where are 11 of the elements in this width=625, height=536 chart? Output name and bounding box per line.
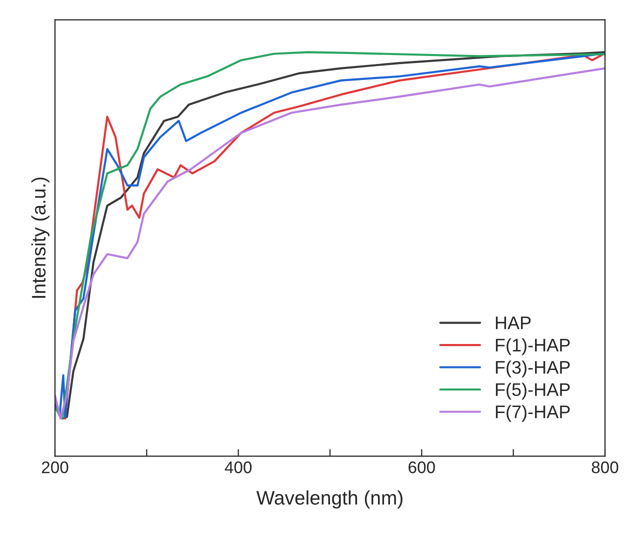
x-tick-label: 800 bbox=[592, 461, 618, 474]
legend-label: F(3)-HAP bbox=[496, 360, 570, 378]
legend-label: HAP bbox=[496, 316, 531, 330]
legend-label: F(5)-HAP bbox=[496, 382, 570, 400]
x-tick-label: 200 bbox=[42, 461, 68, 474]
x-tick-label: 600 bbox=[408, 461, 435, 474]
legend-label: F(1)-HAP bbox=[496, 338, 570, 356]
x-axis-title: Wavelength (nm) bbox=[256, 490, 402, 509]
y-axis-title: Intensity (a.u.) bbox=[31, 178, 50, 298]
legend-label: F(7)-HAP bbox=[496, 405, 570, 422]
x-tick-label: 400 bbox=[224, 461, 252, 474]
